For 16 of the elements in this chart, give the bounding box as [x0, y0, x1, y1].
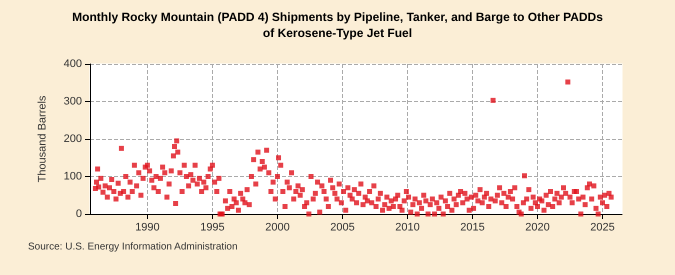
x-tick-label: 2025	[590, 222, 615, 234]
source-note: Source: U.S. Energy Information Administration	[28, 242, 238, 252]
x-tick-label: 1990	[135, 222, 160, 234]
x-tick-label: 2010	[395, 222, 420, 234]
y-tick-label: 0	[76, 208, 82, 220]
y-tick-label: 200	[64, 133, 82, 145]
x-tick-label: 2005	[330, 222, 355, 234]
y-tick-label: 300	[64, 96, 82, 108]
y-tick-label: 400	[64, 58, 82, 70]
x-tick-label: 1995	[200, 222, 225, 234]
y-tick-label: 100	[64, 170, 82, 182]
y-axis-title: Thousand Barrels	[36, 95, 48, 182]
x-tick-label: 2015	[460, 222, 485, 234]
x-tick-label: 2000	[265, 222, 290, 234]
x-tick-label: 2020	[525, 222, 550, 234]
chart-title: Monthly Rocky Mountain (PADD 4) Shipments by Pipeline, Tanker, and Barge to Other PADDs of Kerosene-Type Jet Fuel	[72, 10, 604, 40]
